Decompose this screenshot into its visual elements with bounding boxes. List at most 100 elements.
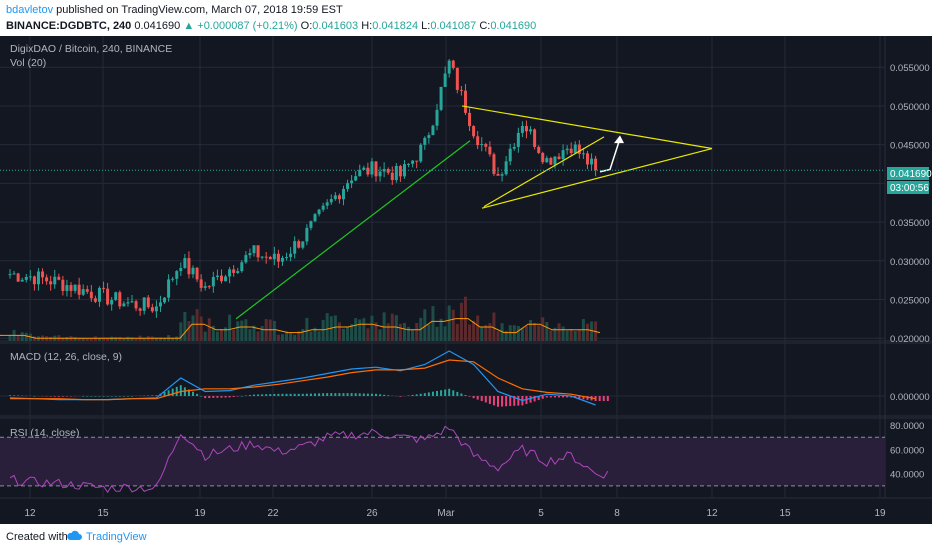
author-link[interactable]: bdavletov (6, 4, 54, 16)
candle-body (329, 199, 333, 203)
volume-bar (545, 322, 549, 341)
candle-body (350, 180, 354, 184)
rsi-label: RSI (14, close) (10, 427, 79, 439)
candle-body (431, 125, 435, 136)
candle-body (32, 276, 36, 285)
macd-histogram-bar (13, 395, 16, 396)
candle-body (211, 277, 215, 287)
candle-body (337, 195, 341, 200)
volume-bar (435, 326, 439, 341)
candle-body (73, 284, 77, 291)
macd-histogram-bar (452, 390, 455, 396)
candle-body (476, 136, 480, 146)
volume-bar (130, 337, 134, 341)
candle-body (455, 68, 459, 90)
volume-bar (285, 331, 289, 341)
high-value: 0.041824 (372, 20, 419, 32)
volume-bar (232, 329, 236, 341)
candle-body (65, 285, 69, 291)
macd-histogram-bar (220, 396, 223, 398)
macd-histogram-bar (505, 396, 508, 407)
macd-histogram-bar (517, 396, 520, 406)
rsi-line (9, 425, 609, 494)
macd-histogram-bar (253, 394, 255, 396)
candle-body (402, 164, 406, 177)
macd-histogram-bar (598, 396, 601, 402)
volume-bar (374, 322, 378, 341)
candle-body (325, 202, 329, 206)
volume-layer (0, 296, 601, 341)
volume-bar (256, 331, 260, 341)
volume-bar (480, 326, 484, 341)
candle-body (484, 144, 488, 147)
candle-body (183, 258, 187, 268)
macd-histogram-bar (114, 396, 117, 397)
volume-bar (577, 329, 581, 341)
candle-body (167, 279, 171, 298)
volume-bar (484, 325, 488, 341)
volume-bar (313, 327, 317, 341)
volume-bar (447, 305, 451, 341)
volume-bar (89, 338, 93, 341)
candle-body (49, 281, 53, 285)
candle-body (126, 302, 130, 304)
candles-layer (8, 59, 598, 318)
volume-bar (183, 311, 187, 341)
candle-body (207, 286, 211, 288)
macd-histogram-bar (204, 396, 207, 399)
volume-bar (20, 332, 24, 341)
volume-bar (411, 329, 415, 341)
candle-body (394, 165, 398, 181)
volume-bar (297, 331, 301, 341)
candle-body (69, 285, 73, 291)
pair-title: DigixDAO / Bitcoin, 240, BINANCE (10, 43, 172, 55)
macd-histogram-bar (257, 394, 260, 396)
macd-histogram-bar (370, 393, 373, 396)
macd-histogram-bar (94, 396, 97, 397)
macd-histogram-bar (232, 396, 235, 397)
trading-chart[interactable]: 0.0550000.0500000.0450000.0400000.035000… (0, 36, 932, 524)
macd-histogram-bar (549, 396, 552, 398)
candle-body (533, 129, 537, 147)
candle-body (415, 160, 419, 162)
candle-body (573, 144, 577, 154)
candle-body (468, 112, 472, 127)
macd-layer (9, 350, 609, 407)
macd-histogram-bar (545, 396, 548, 398)
macd-histogram-bar (322, 393, 325, 396)
candle-body (163, 297, 167, 303)
volume-bar (520, 327, 524, 341)
candle-body (252, 245, 256, 254)
symbol-text: BINANCE:DGDBTC, 240 (6, 20, 132, 32)
candle-body (171, 278, 175, 280)
volume-bar (541, 317, 545, 341)
macd-histogram-bar (468, 396, 471, 397)
ohlc-line: BINANCE:DGDBTC, 240 0.041690 ▲ +0.000087… (6, 20, 536, 32)
macd-histogram-bar (248, 395, 251, 396)
rsi-tick-label: 60.0000 (890, 445, 924, 456)
volume-bar (272, 320, 276, 341)
macd-histogram-bar (431, 391, 434, 396)
candle-body (585, 153, 589, 165)
macd-histogram-bar (456, 391, 459, 396)
macd-histogram-bar (98, 396, 101, 397)
volume-bar (61, 337, 65, 341)
volume-bar (553, 327, 557, 341)
macd-histogram-bar (427, 392, 430, 396)
macd-tick-label: 0.000000 (890, 392, 930, 403)
up-arrow-icon: ▲ (183, 20, 195, 32)
macd-histogram-bar (240, 396, 243, 397)
volume-bar (215, 331, 219, 341)
candle-body (240, 262, 244, 272)
candle-body (187, 258, 191, 275)
volume-bar (305, 317, 309, 341)
candle-body (45, 277, 49, 282)
volume-bar (118, 336, 122, 341)
volume-bar (224, 327, 228, 341)
macd-histogram-bar (106, 396, 109, 397)
price-tick-label: 0.020000 (890, 334, 930, 345)
volume-bar (321, 319, 325, 341)
candle-body (358, 169, 362, 177)
tradingview-brand[interactable]: TradingView (86, 531, 147, 543)
macd-label: MACD (12, 26, close, 9) (10, 351, 122, 363)
